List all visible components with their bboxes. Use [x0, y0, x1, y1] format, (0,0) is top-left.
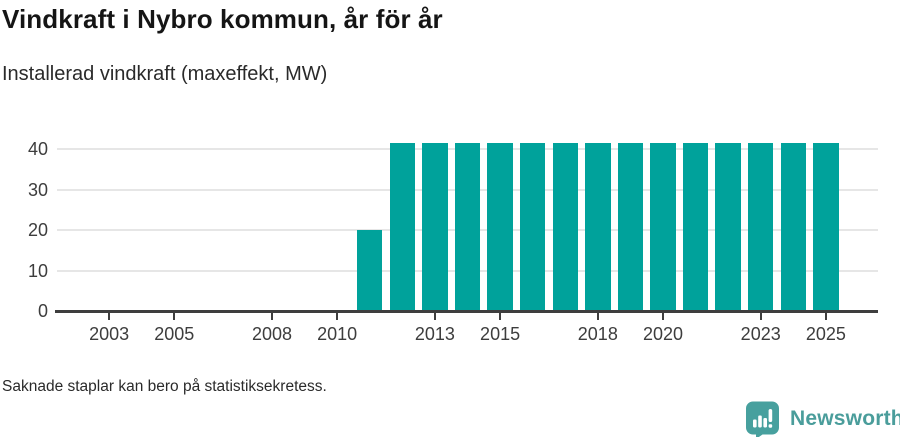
y-axis-tick-label: 10: [27, 260, 48, 281]
y-axis-tick-label: 0: [37, 301, 48, 321]
x-axis-tick: [824, 313, 827, 320]
bar-2013: [422, 142, 448, 311]
x-axis-tick: [271, 313, 274, 320]
bar-2020: [650, 142, 676, 311]
x-axis-tick: [173, 313, 176, 320]
y-axis-tick-label: 40: [27, 139, 48, 159]
x-axis-tick-label: 2010: [317, 324, 358, 344]
bar-2021: [682, 142, 709, 311]
x-axis-tick-label: 2003: [89, 324, 130, 344]
x-axis-tick: [108, 313, 111, 320]
bar-2012: [389, 142, 416, 311]
x-axis-tick-label: 2013: [414, 324, 455, 344]
chart-subtitle: Installerad vindkraft (maxeffekt, MW): [2, 63, 328, 85]
bar-2016: [519, 142, 546, 311]
bar-2024: [780, 142, 806, 311]
bar-2022: [715, 142, 741, 311]
y-axis-tick-label: 30: [27, 179, 48, 200]
bar-2025: [813, 142, 839, 311]
bar-2019: [617, 142, 644, 311]
x-axis-tick: [433, 313, 436, 320]
bar-2023: [748, 142, 774, 311]
x-axis-tick-label: 2008: [251, 324, 293, 344]
x-axis-tick-label: 2023: [740, 324, 781, 344]
x-axis-line: [55, 310, 878, 313]
chart-title: Vindkraft i Nybro kommun, år för år: [2, 4, 443, 34]
x-axis-tick: [759, 313, 762, 320]
bar-2015: [487, 142, 513, 311]
x-axis-tick: [499, 313, 502, 320]
x-axis-tick-label: 2025: [805, 324, 846, 344]
newsworthy-wordmark: Newsworthy: [790, 406, 900, 430]
newsworthy-logo: Newsworthy: [744, 400, 900, 437]
bar-2014: [454, 142, 481, 311]
x-axis-tick-label: 2020: [642, 324, 683, 344]
x-axis-tick-label: 2005: [154, 324, 195, 344]
x-axis-tick: [596, 313, 599, 320]
bar-2011: [357, 230, 383, 311]
bar-2017: [552, 142, 578, 311]
x-axis-tick: [336, 313, 339, 320]
x-axis-tick-label: 2015: [480, 324, 521, 344]
footnote: Saknade staplar kan bero på statistiksek…: [2, 378, 327, 395]
x-axis-tick-label: 2018: [577, 324, 618, 344]
newsworthy-logo-icon: [746, 401, 779, 437]
bar-2018: [585, 142, 611, 311]
y-axis-tick-label: 20: [27, 220, 48, 240]
x-axis-tick: [661, 313, 664, 320]
